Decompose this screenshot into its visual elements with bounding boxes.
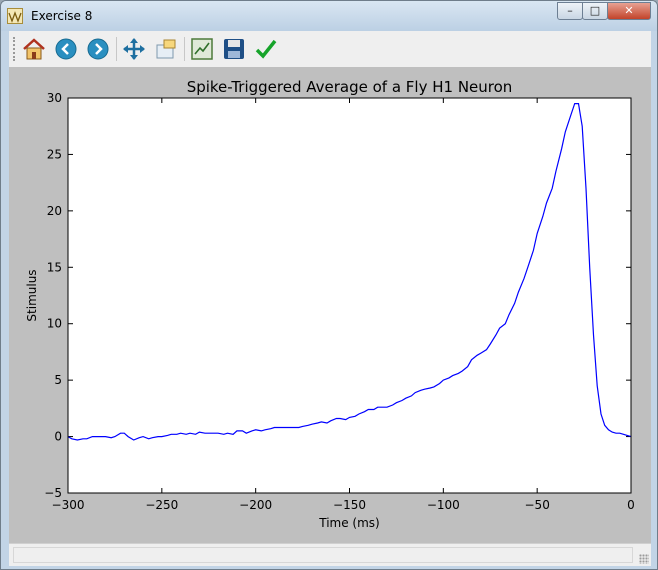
x-tick-label: −100 <box>427 498 460 512</box>
zoom-button[interactable] <box>153 36 179 62</box>
window-title: Exercise 8 <box>31 9 93 23</box>
maximize-button[interactable]: □ <box>582 2 608 20</box>
y-tick-label: 25 <box>47 147 62 161</box>
series-line <box>67 103 632 441</box>
status-bar <box>9 543 651 566</box>
window-controls: – □ ✕ <box>557 2 651 20</box>
forward-button[interactable] <box>85 36 111 62</box>
app-icon <box>7 8 23 24</box>
y-tick-label: 30 <box>47 91 62 105</box>
home-icon <box>23 38 45 60</box>
y-tick-label: 20 <box>47 204 62 218</box>
toolbar-separator <box>116 37 117 61</box>
toolbar-separator <box>184 37 185 61</box>
close-button[interactable]: ✕ <box>607 2 651 20</box>
y-tick-label: 10 <box>47 317 62 331</box>
home-button[interactable] <box>21 36 47 62</box>
move-arrows-icon <box>123 38 145 60</box>
save-button[interactable] <box>221 36 247 62</box>
floppy-disk-icon <box>224 39 244 59</box>
x-axis-label: Time (ms) <box>318 516 380 530</box>
configure-subplots-button[interactable] <box>189 36 215 62</box>
y-tick-label: −5 <box>44 486 62 500</box>
edit-parameters-button[interactable] <box>253 36 279 62</box>
x-tick-label: 0 <box>627 498 635 512</box>
y-tick-label: 0 <box>54 430 62 444</box>
checkmark-icon <box>255 39 277 59</box>
x-tick-label: −150 <box>333 498 366 512</box>
pan-button[interactable] <box>121 36 147 62</box>
x-tick-label: −250 <box>145 498 178 512</box>
navigation-toolbar <box>9 31 651 68</box>
x-tick-label: −200 <box>239 498 272 512</box>
arrow-left-icon <box>55 38 77 60</box>
x-tick-label: −50 <box>525 498 550 512</box>
figure-canvas[interactable]: Spike-Triggered Average of a Fly H1 Neur… <box>9 67 651 543</box>
subplots-icon <box>191 38 213 60</box>
back-button[interactable] <box>53 36 79 62</box>
minimize-button[interactable]: – <box>557 2 583 20</box>
y-tick-label: 5 <box>54 373 62 387</box>
coordinate-readout <box>13 547 633 563</box>
axes-background <box>68 98 631 493</box>
toolbar-grip[interactable] <box>13 37 18 61</box>
resize-grip[interactable] <box>639 554 649 564</box>
zoom-rectangle-icon <box>156 39 176 59</box>
arrow-right-icon <box>87 38 109 60</box>
y-tick-label: 15 <box>47 260 62 274</box>
x-tick-label: −300 <box>52 498 85 512</box>
title-bar[interactable]: Exercise 8 – □ ✕ <box>1 1 657 31</box>
y-axis-label: Stimulus <box>25 269 39 321</box>
line-chart: Spike-Triggered Average of a Fly H1 Neur… <box>25 78 635 530</box>
chart-title: Spike-Triggered Average of a Fly H1 Neur… <box>187 78 513 96</box>
axes-frame <box>67 97 632 494</box>
